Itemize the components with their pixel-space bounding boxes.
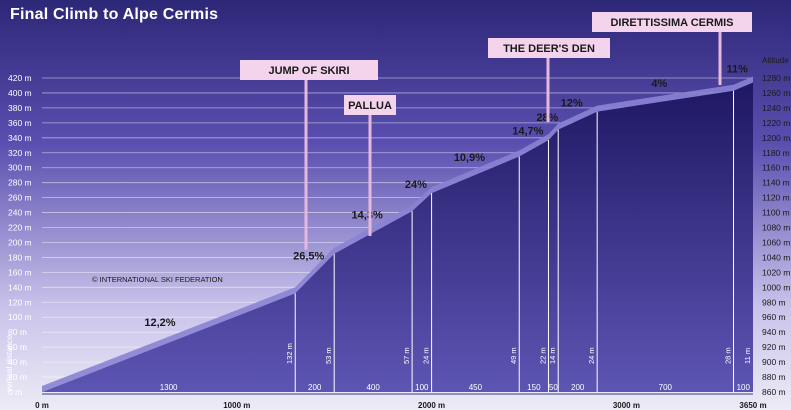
axes: 0 m 20 m 40 m 60 m 80 m 100 m 120 m 140 m 160 m 1…: [5, 56, 790, 410]
left-tick-label: 340 m: [8, 133, 32, 143]
callout-box: [344, 95, 396, 115]
segment-grade-label: 24%: [405, 179, 427, 191]
right-tick-label: 860 m: [762, 387, 786, 397]
callout-box: [488, 38, 610, 58]
right-tick-label: 1200 m: [762, 133, 790, 143]
left-tick-label: 300 m: [8, 163, 32, 173]
left-tick-label: 420 m: [8, 73, 32, 83]
left-tick-label: 20 m: [8, 372, 27, 382]
y-axis-label: vertical distance: [5, 334, 14, 392]
chart-title: Final Climb to Alpe Cermis: [10, 6, 219, 23]
segment-length-label: 150: [527, 383, 541, 392]
segment-length-label: 200: [571, 383, 585, 392]
profile-top-face: [42, 76, 753, 392]
segment-length-label: 700: [659, 383, 673, 392]
segment-length-label: 200: [308, 383, 322, 392]
segment-rise-label: 132 m: [285, 343, 294, 364]
segment-rise-label: 49 m: [509, 347, 518, 364]
left-tick-label: 400 m: [8, 88, 32, 98]
segment-length-label: 400: [366, 383, 380, 392]
right-tick-label: 1280 m: [762, 73, 790, 83]
segment-grade-label: 10,9%: [454, 152, 485, 164]
left-tick-label: 360 m: [8, 118, 32, 128]
callouts: JUMP OF SKIRI PALLUA THE DEER'S DEN DIRETTI…: [240, 12, 752, 250]
right-tick-label: 1120 m: [762, 193, 790, 203]
x-tick-label: 0 m: [35, 401, 49, 410]
segment-rise-label: 24 m: [587, 347, 596, 364]
right-tick-label: 1040 m: [762, 252, 790, 262]
x-tick-label: 2000 m: [418, 401, 445, 410]
copyright-annotation: © INTERNATIONAL SKI FEDERATION: [92, 275, 223, 284]
left-tick-label: 380 m: [8, 103, 32, 113]
segment-grade-label: 12,2%: [144, 317, 175, 329]
left-tick-label: 220 m: [8, 223, 32, 233]
right-tick-label: 900 m: [762, 357, 786, 367]
left-tick-label: 260 m: [8, 193, 32, 203]
segment-grade-label: 26,5%: [293, 251, 324, 263]
right-tick-label: 920 m: [762, 342, 786, 352]
segment-rise-label: 11 m: [743, 348, 752, 364]
left-tick-label: 180 m: [8, 252, 32, 262]
right-tick-label: 940 m: [762, 327, 786, 337]
segment-length-label: 100: [415, 383, 429, 392]
right-tick-label: 1020 m: [762, 267, 790, 277]
left-tick-label: 60 m: [8, 342, 27, 352]
callout-box: [240, 60, 378, 80]
segment-grade-label: 14,7%: [512, 125, 543, 137]
right-tick-label: 1080 m: [762, 223, 790, 233]
left-tick-label: 80 m: [8, 327, 27, 337]
segment-rise-label: 57 m: [402, 347, 411, 364]
segment-length-label: 50: [549, 383, 558, 392]
right-tick-label: 1220 m: [762, 118, 790, 128]
left-tick-label: 40 m: [8, 357, 27, 367]
left-tick-label: 240 m: [8, 208, 32, 218]
x-tick-label: 1000 m: [223, 401, 250, 410]
segment-grade-label: 11%: [727, 64, 749, 76]
segment-grade-label: 12%: [561, 98, 583, 110]
segment-rise-label: 53 m: [324, 347, 333, 364]
right-tick-label: 1000 m: [762, 282, 790, 292]
callout-label: THE DEER'S DEN: [503, 43, 595, 55]
left-tick-label: 320 m: [8, 148, 32, 158]
callout-box: [592, 12, 752, 32]
x-tick-label: 3650 m: [739, 401, 766, 410]
right-tick-label: 880 m: [762, 372, 786, 382]
right-axis-label: Altitude: [762, 56, 789, 65]
right-tick-label: 1060 m: [762, 237, 790, 247]
profile-area: [42, 76, 753, 392]
segment-rise-label: 22 m: [538, 347, 547, 364]
segment-rise-label: 24 m: [422, 347, 431, 364]
segment-length-label: 100: [737, 383, 751, 392]
left-tick-label: 100 m: [8, 312, 32, 322]
right-tick-label: 1160 m: [762, 163, 790, 173]
left-tick-label: 200 m: [8, 237, 32, 247]
left-tick-label: 160 m: [8, 267, 32, 277]
right-tick-label: 960 m: [762, 312, 786, 322]
left-tick-label: 0 m: [8, 387, 22, 397]
right-tick-label: 980 m: [762, 297, 786, 307]
right-tick-label: 1180 m: [762, 148, 790, 158]
left-tick-label: 280 m: [8, 178, 32, 188]
right-tick-label: 1240 m: [762, 103, 790, 113]
segment-rise-label: 14 m: [548, 347, 557, 364]
right-tick-label: 1140 m: [762, 178, 790, 188]
left-tick-label: 120 m: [8, 297, 32, 307]
right-tick-label: 1100 m: [762, 208, 790, 218]
callout-label: PALLUA: [348, 100, 392, 112]
callout-label: JUMP OF SKIRI: [268, 65, 349, 77]
callout-label: DIRETTISSIMA CERMIS: [610, 17, 733, 29]
segment-grade-label: 4%: [651, 78, 667, 90]
segment-rise-label: 28 m: [724, 347, 733, 364]
left-tick-label: 140 m: [8, 282, 32, 292]
x-tick-label: 3000 m: [613, 401, 640, 410]
segment-length-label: 1300: [160, 383, 178, 392]
segment-length-label: 450: [469, 383, 483, 392]
segment-grade-label: 14,3%: [352, 209, 383, 221]
profile-area-fill: [42, 82, 753, 392]
right-tick-label: 1260 m: [762, 88, 790, 98]
